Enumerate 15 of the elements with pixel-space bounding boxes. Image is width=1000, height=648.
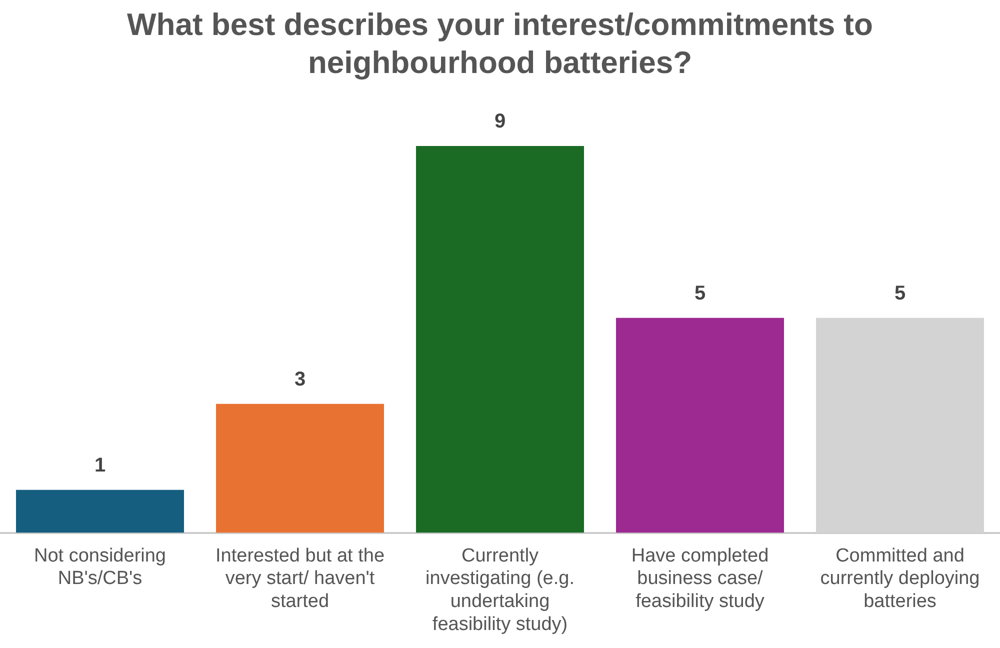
chart-title: What best describes your interest/commitments to neighbourhood batteries? bbox=[126, 6, 874, 82]
bar bbox=[16, 490, 184, 533]
bar bbox=[216, 404, 384, 533]
data-label: 3 bbox=[294, 368, 306, 390]
data-label: 1 bbox=[94, 454, 106, 476]
x-tick-label: Not considering NB's/CB's bbox=[34, 545, 166, 590]
bar bbox=[616, 318, 784, 533]
x-tick-label: Interested but at the very start/ haven't started bbox=[215, 545, 385, 612]
data-label: 5 bbox=[894, 282, 906, 304]
data-label: 9 bbox=[494, 110, 506, 133]
bar bbox=[416, 146, 584, 533]
data-label: 5 bbox=[694, 282, 706, 304]
x-tick-label: Have completed business case/ feasibility study bbox=[631, 545, 769, 612]
x-tick-label: Committed and currently deploying batteries bbox=[820, 545, 980, 612]
x-tick-label: Currently investigating (e.g. undertaking feasibility study) bbox=[426, 545, 574, 635]
